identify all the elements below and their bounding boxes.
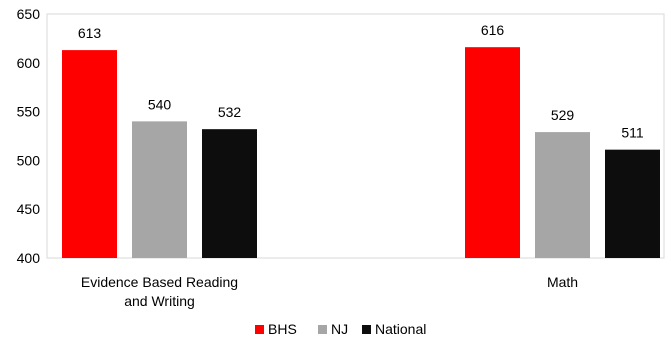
legend-label-national: National <box>375 321 426 337</box>
plot-area-border <box>46 13 665 259</box>
bar-bhs <box>465 47 520 259</box>
data-label: 613 <box>78 25 102 41</box>
bar-national <box>605 149 660 258</box>
data-labels: 613 540 532 616 529 511 <box>78 22 644 140</box>
data-label: 529 <box>551 107 575 123</box>
y-tick-label: 450 <box>17 201 41 217</box>
data-label: 616 <box>481 22 505 38</box>
legend-swatch-nj <box>318 325 327 334</box>
y-tick-label: 400 <box>17 250 41 266</box>
plot-frame <box>46 13 665 259</box>
bar-national <box>202 129 257 258</box>
data-label: 532 <box>218 104 242 120</box>
category-label: Math <box>547 274 578 290</box>
data-label: 511 <box>621 125 644 141</box>
category-labels: Evidence Based Reading and Writing Math <box>81 274 578 309</box>
y-tick-label: 650 <box>17 6 41 22</box>
data-label: 540 <box>148 96 172 112</box>
y-axis-ticks: 400 450 500 550 600 650 <box>17 6 41 266</box>
bar-nj <box>535 132 590 258</box>
bar-nj <box>132 121 187 258</box>
category-label: Evidence Based Reading and Writing <box>81 274 238 309</box>
legend: BHS NJ National <box>255 321 426 337</box>
bars <box>62 47 660 259</box>
bar-bhs <box>62 50 117 258</box>
y-tick-label: 600 <box>17 55 41 71</box>
y-tick-label: 550 <box>17 104 41 120</box>
legend-label-bhs: BHS <box>268 321 297 337</box>
y-tick-label: 500 <box>17 152 41 168</box>
legend-swatch-national <box>362 325 371 334</box>
legend-label-nj: NJ <box>331 321 348 337</box>
legend-swatch-bhs <box>255 325 264 334</box>
